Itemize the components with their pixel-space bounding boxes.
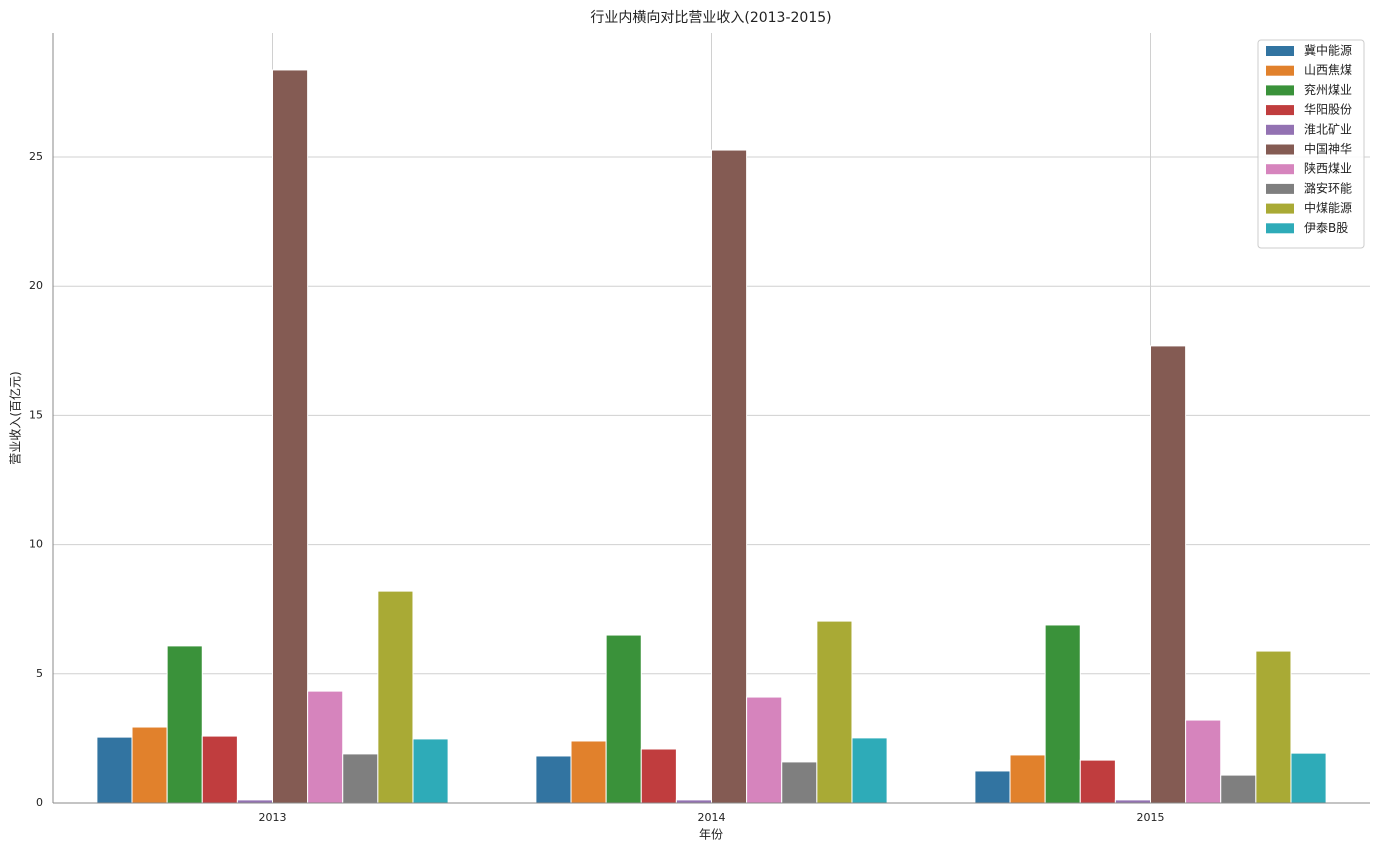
legend-label: 中煤能源 — [1304, 200, 1352, 215]
legend-swatch — [1266, 65, 1294, 76]
bar — [570, 740, 607, 804]
bar — [974, 770, 1011, 804]
legend-swatch — [1266, 203, 1294, 214]
legend-label: 兖州煤业 — [1304, 82, 1352, 97]
y-tick-label: 0 — [36, 796, 43, 809]
y-tick-label: 5 — [36, 667, 43, 680]
bar — [1079, 759, 1116, 804]
bar — [605, 634, 642, 804]
bar — [535, 755, 572, 804]
bar — [201, 735, 238, 804]
legend-swatch — [1266, 223, 1294, 234]
legend-swatch — [1266, 164, 1294, 175]
legend-label: 潞安环能 — [1304, 180, 1352, 195]
y-tick-label: 20 — [29, 279, 43, 292]
legend-label: 山西焦煤 — [1304, 63, 1352, 77]
legend-label: 淮北矿业 — [1304, 122, 1352, 136]
legend-swatch — [1266, 124, 1294, 135]
bar — [640, 748, 677, 804]
legend-swatch — [1266, 46, 1294, 56]
bar — [1255, 650, 1292, 804]
legend-label: 伊泰B股 — [1304, 221, 1348, 235]
y-tick-label: 15 — [29, 408, 43, 421]
bar — [1185, 719, 1222, 804]
x-axis-label: 年份 — [699, 828, 723, 842]
bar — [851, 737, 888, 804]
legend-label: 华阳股份 — [1304, 103, 1352, 117]
legend-swatch — [1266, 183, 1294, 194]
bar — [1150, 345, 1187, 804]
bar — [1009, 754, 1046, 804]
bar — [307, 690, 344, 804]
bar — [131, 726, 168, 804]
legend-label: 陕西煤业 — [1304, 161, 1352, 176]
bar — [1220, 774, 1257, 804]
y-tick-label: 25 — [29, 150, 43, 163]
x-tick-label: 2013 — [259, 811, 287, 824]
bar — [272, 69, 309, 804]
bar — [96, 736, 133, 804]
x-tick-label: 2015 — [1137, 811, 1165, 824]
bar — [746, 696, 783, 804]
bar — [412, 738, 449, 804]
legend-label: 冀中能源 — [1304, 43, 1352, 58]
bar — [816, 620, 853, 804]
legend-swatch — [1266, 85, 1294, 96]
y-axis-label: 营业收入(百亿元) — [8, 371, 23, 464]
bar — [781, 761, 818, 804]
y-tick-label: 10 — [29, 538, 43, 551]
bar — [1044, 624, 1081, 804]
legend-swatch — [1266, 105, 1294, 116]
x-tick-label: 2014 — [698, 811, 726, 824]
chart-title: 行业内横向对比营业收入(2013-2015) — [590, 10, 831, 26]
legend-label: 中国神华 — [1304, 141, 1352, 156]
bar — [342, 753, 379, 804]
bar — [166, 645, 203, 804]
legend-swatch — [1266, 144, 1294, 155]
bar — [1290, 752, 1327, 804]
bar — [711, 149, 748, 804]
bar — [377, 590, 414, 804]
